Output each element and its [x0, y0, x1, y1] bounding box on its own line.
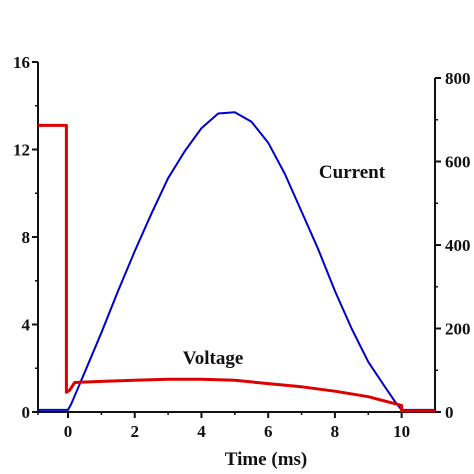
current-series-line [38, 111, 435, 411]
x-tick-label: 6 [264, 422, 273, 441]
x-tick-label: 2 [130, 422, 139, 441]
y-right-tick-label: 200 [445, 320, 471, 339]
y-left-tick-label: 16 [13, 53, 30, 72]
axis-ticks [32, 61, 441, 418]
label-layer: 0 2 4 6 8 10 0 4 8 12 16 0 200 400 600 800 [13, 53, 471, 441]
y-left-tick-label: 0 [22, 403, 31, 422]
x-tick-label: 0 [64, 422, 73, 441]
y-right-tick-label: 600 [445, 153, 471, 172]
x-tick-label: 8 [331, 422, 340, 441]
y-right-tick-label: 0 [445, 403, 454, 422]
y-left-tick-label: 4 [22, 316, 31, 335]
y-left-tick-label: 8 [22, 228, 31, 247]
voltage-annotation: Voltage [183, 348, 244, 369]
y-left-tick-label: 12 [13, 141, 30, 160]
voltage-series-line [38, 123, 435, 413]
x-tick-label: 4 [197, 422, 206, 441]
x-axis-title: Time (ms) [225, 449, 308, 470]
series-layer [38, 111, 435, 413]
y-right-tick-label: 400 [445, 236, 471, 255]
y-right-tick-label: 800 [445, 69, 471, 88]
x-tick-label: 10 [393, 422, 410, 441]
current-annotation: Current [319, 162, 386, 183]
